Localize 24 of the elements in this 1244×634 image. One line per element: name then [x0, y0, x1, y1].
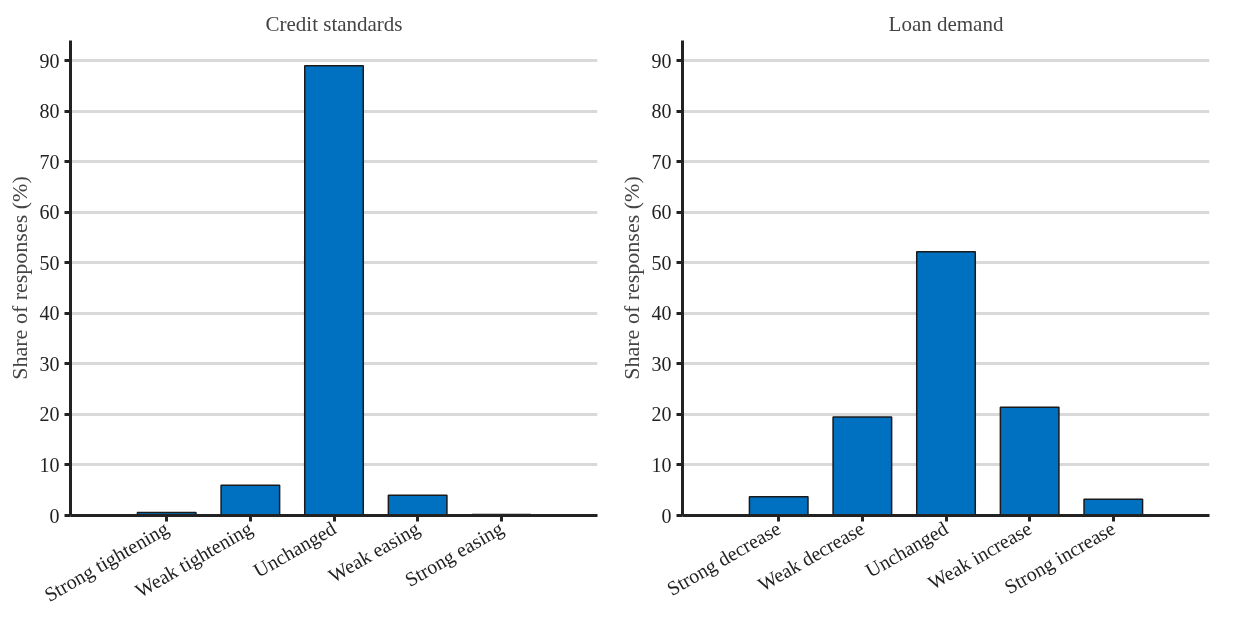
y-tick-label: 0	[49, 504, 60, 527]
y-tick-label: 10	[651, 453, 672, 476]
y-tick-label: 20	[39, 403, 60, 426]
y-tick-label: 0	[661, 504, 672, 527]
y-tick-label: 50	[651, 251, 672, 274]
y-tick-label: 10	[39, 453, 60, 476]
y-tick-label: 80	[39, 100, 60, 123]
y-tick-label: 40	[39, 302, 60, 325]
y-tick-label: 40	[651, 302, 672, 325]
y-tick-label: 60	[39, 201, 60, 224]
y-tick-label: 30	[651, 352, 672, 375]
y-tick-label: 70	[39, 150, 60, 173]
y-axis-title: Share of responses (%)	[618, 176, 644, 380]
chart-title: Loan demand	[888, 11, 1004, 36]
y-tick-label: 80	[651, 100, 672, 123]
y-axis-title: Share of responses (%)	[6, 176, 32, 380]
y-tick-label: 90	[39, 49, 60, 72]
y-tick-label: 30	[39, 352, 60, 375]
chart-title: Credit standards	[265, 11, 403, 36]
y-tick-label: 60	[651, 201, 672, 224]
y-tick-label: 50	[39, 251, 60, 274]
y-tick-label: 90	[651, 49, 672, 72]
y-tick-label: 70	[651, 150, 672, 173]
y-tick-label: 20	[651, 403, 672, 426]
